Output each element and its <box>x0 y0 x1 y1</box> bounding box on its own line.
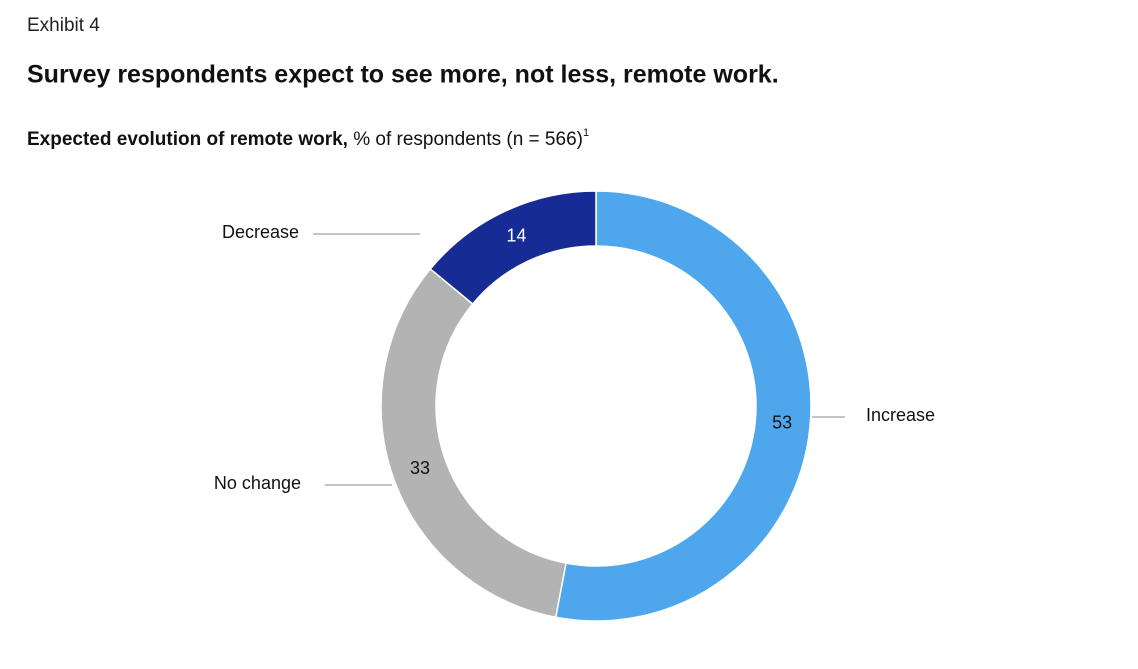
category-label: Increase <box>866 405 935 425</box>
category-label: No change <box>214 473 301 493</box>
donut-slice <box>554 190 812 622</box>
value-label: 33 <box>410 458 430 478</box>
subtitle-bold: Expected evolution of remote work, <box>27 129 348 150</box>
value-label: 14 <box>506 226 526 246</box>
subtitle-text: % of respondents (n = 566) <box>353 129 583 150</box>
chart-subtitle: Expected evolution of remote work, % of … <box>27 127 589 150</box>
donut: 53 Increase 33 No change 14 Decrease <box>214 190 935 622</box>
value-label: 53 <box>772 412 792 432</box>
footnote-mark: 1 <box>583 127 589 139</box>
donut-slice <box>380 267 567 619</box>
category-label: Decrease <box>222 222 299 242</box>
donut-slice <box>429 190 597 306</box>
exhibit-label: Exhibit 4 <box>27 15 100 36</box>
chart-title: Survey respondents expect to see more, n… <box>27 61 779 89</box>
